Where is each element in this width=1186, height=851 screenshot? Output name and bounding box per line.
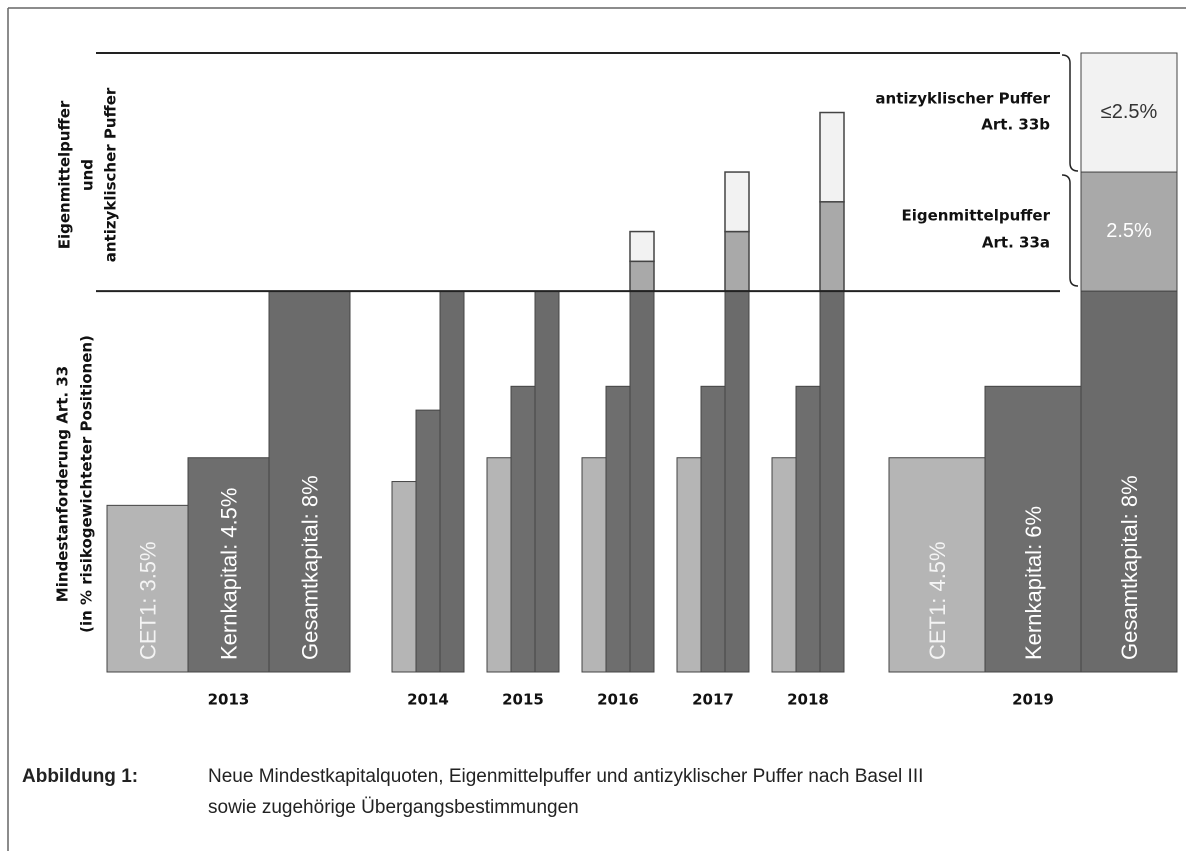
bar (534, 290, 560, 673)
bar (268, 290, 351, 673)
bar-segment (724, 171, 750, 233)
bar (510, 385, 536, 673)
bar-label: Kernkapital: 6% (1021, 506, 1046, 660)
bar (415, 409, 441, 673)
x-tick-label: 2013 (208, 691, 250, 709)
bar (795, 385, 821, 673)
bar-label-group: Gesamtkapital: 8% (297, 475, 322, 660)
annotation: Art. 33a (982, 234, 1050, 252)
annotation: (in % risikogewichteter Positionen) (78, 335, 96, 633)
bar-segment (819, 111, 845, 203)
bracket (1061, 174, 1079, 287)
bar-label-group: CET1: 3.5% (135, 541, 160, 660)
bar-label: Gesamtkapital: 8% (1117, 475, 1142, 660)
bar-segment (819, 201, 845, 292)
bar-segment (724, 230, 750, 292)
bar-label-group: Kernkapital: 4.5% (216, 488, 241, 660)
bar (391, 481, 417, 673)
bar (676, 457, 702, 673)
annotation: Art. 33b (981, 116, 1050, 134)
caption-label: Abbildung 1: (22, 766, 138, 787)
bar (700, 385, 726, 673)
bar-label: 2.5% (1106, 220, 1152, 242)
bar (771, 457, 797, 673)
x-tick-label: 2019 (1012, 691, 1054, 709)
bar (106, 504, 189, 673)
bar (187, 457, 270, 673)
bracket (1061, 54, 1079, 172)
bar-label: Kernkapital: 4.5% (216, 488, 241, 660)
bar (581, 457, 607, 673)
bar (629, 290, 655, 673)
annotation: Eigenmittelpuffer (56, 100, 74, 249)
bar-label: CET1: 4.5% (925, 541, 950, 660)
bar (1080, 290, 1178, 673)
bar-label-group: Gesamtkapital: 8% (1117, 475, 1142, 660)
annotation: und (79, 159, 97, 191)
bar-label-group: Kernkapital: 6% (1021, 506, 1046, 660)
bar (819, 290, 845, 673)
bar-label-group: CET1: 4.5% (925, 541, 950, 660)
bar-label: ≤2.5% (1101, 101, 1158, 123)
x-tick-label: 2016 (597, 691, 639, 709)
bar (888, 457, 986, 673)
bar-segment (629, 230, 655, 263)
bar (724, 290, 750, 673)
bar-segment (629, 260, 655, 292)
bar-label: CET1: 3.5% (135, 541, 160, 660)
annotation: Mindestanforderung Art. 33 (54, 366, 72, 602)
caption-text: Neue Mindestkapitalquoten, Eigenmittelpu… (208, 766, 923, 787)
bar (605, 385, 631, 673)
caption-text: sowie zugehörige Übergangsbestimmungen (208, 797, 579, 818)
bar (486, 457, 512, 673)
right-brackets (1061, 54, 1079, 287)
x-tick-label: 2015 (502, 691, 544, 709)
annotation: antizyklischer Puffer (875, 90, 1050, 108)
bar-segment (1080, 171, 1178, 292)
x-tick-label: 2017 (692, 691, 734, 709)
annotation: antizyklischer Puffer (102, 87, 120, 262)
annotation: Eigenmittelpuffer (901, 207, 1050, 225)
x-tick-label: 2014 (407, 691, 449, 709)
bar-segment (1080, 52, 1178, 173)
x-tick-label: 2018 (787, 691, 829, 709)
bar-label: Gesamtkapital: 8% (297, 475, 322, 660)
bar (439, 290, 465, 673)
